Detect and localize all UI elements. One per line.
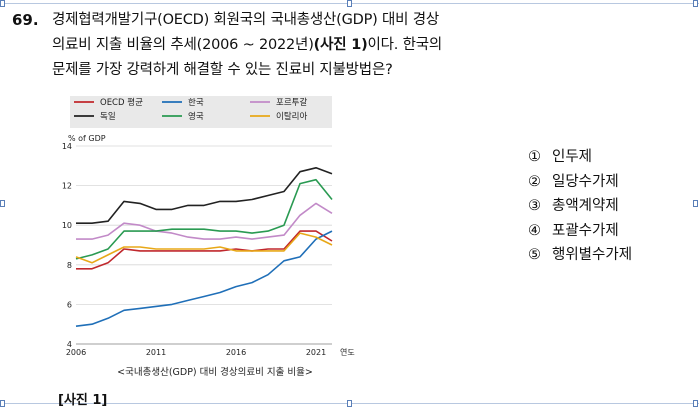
- photo-label: [사진 1]: [58, 393, 108, 408]
- option-1-label: 인두제: [552, 149, 593, 165]
- legend-label-2: 포르투갈: [276, 98, 307, 108]
- legend-label-1: 한국: [188, 98, 204, 108]
- question-number: 69.: [12, 11, 39, 29]
- option-5-label: 행위별수가제: [552, 247, 633, 263]
- option-1-mark: ①: [528, 149, 541, 165]
- option-3[interactable]: ③ 총액계약제: [528, 194, 632, 219]
- series-line-5: [75, 232, 333, 264]
- x-tick-label: 2006: [66, 348, 86, 357]
- chart-legend: [70, 96, 332, 128]
- resize-handle-mid-left[interactable]: [0, 200, 5, 207]
- option-4-mark: ④: [528, 222, 541, 239]
- option-4-label: 포괄수가제: [552, 222, 619, 239]
- y-tick-label: 12: [62, 182, 72, 191]
- x-tick-label: 2016: [226, 348, 246, 357]
- resize-handle-bottom-left[interactable]: [0, 400, 5, 407]
- y-tick-label: 10: [62, 221, 72, 230]
- x-tick-label: 2011: [146, 348, 166, 357]
- legend-label-4: 영국: [188, 111, 204, 122]
- option-3-mark: ③: [528, 198, 541, 214]
- question-line-2-tail: 이다. 한국의: [367, 37, 443, 53]
- legend-label-5: 이탈리아: [276, 111, 307, 122]
- resize-handle-top-right[interactable]: [693, 0, 698, 7]
- series-line-1: [75, 230, 333, 327]
- figure-caption: <국내총생산(GDP) 대비 경상의료비 지출 비율>: [117, 367, 313, 378]
- option-5[interactable]: ⑤ 행위별수가제: [528, 243, 632, 268]
- series-line-4: [75, 178, 333, 260]
- question-line-2-text: 의료비 지출 비율의 추세(2006 ~ 2022년): [52, 37, 314, 53]
- resize-handle-top-mid[interactable]: [347, 0, 352, 7]
- line-chart: 4 6 8 10 12 14 2006 2011 2016 2021 % of GDP 연도 OECD …: [62, 97, 355, 357]
- option-5-mark: ⑤: [528, 247, 541, 263]
- legend-label-3: 독일: [100, 112, 116, 122]
- y-tick-label: 8: [67, 261, 72, 270]
- answer-options: ① 인두제 ② 일당수가제 ③ 총액계약제 ④ 포괄수가제 ⑤ 행위별수가제: [528, 145, 632, 268]
- series-line-3: [76, 167, 333, 224]
- question-line-1: 경제협력개발기구(OECD) 회원국의 국내총생산(GDP) 대비 경상: [52, 12, 440, 28]
- question-line-2: 의료비 지출 비율의 추세(2006 ~ 2022년)(사진 1)이다. 한국의: [52, 33, 442, 58]
- legend-label-0: OECD 평균: [100, 97, 143, 108]
- y-tick-label: 6: [67, 300, 72, 309]
- option-3-label: 총액계약제: [552, 198, 619, 214]
- y-tick-label: 14: [62, 142, 72, 151]
- photo-reference: (사진 1): [313, 37, 368, 53]
- resize-handle-top-left[interactable]: [0, 0, 5, 7]
- y-tick-label: 4: [67, 340, 72, 349]
- option-4[interactable]: ④ 포괄수가제: [528, 219, 632, 244]
- option-2[interactable]: ② 일당수가제: [528, 170, 632, 195]
- option-2-label: 일당수가제: [552, 173, 619, 190]
- question-line-3: 문제를 가장 강력하게 해결할 수 있는 진료비 지불방법은?: [52, 62, 393, 78]
- resize-handle-bottom-right[interactable]: [693, 400, 698, 407]
- series-line-2: [76, 202, 333, 240]
- x-axis-label: 연도: [340, 348, 355, 357]
- resize-handle-bottom-mid[interactable]: [347, 400, 352, 407]
- series-line-0: [76, 230, 333, 270]
- resize-handle-mid-right[interactable]: [693, 200, 698, 207]
- y-axis-label: % of GDP: [68, 134, 106, 143]
- option-1[interactable]: ① 인두제: [528, 145, 632, 170]
- option-2-mark: ②: [528, 173, 541, 190]
- x-tick-label: 2021: [306, 348, 326, 357]
